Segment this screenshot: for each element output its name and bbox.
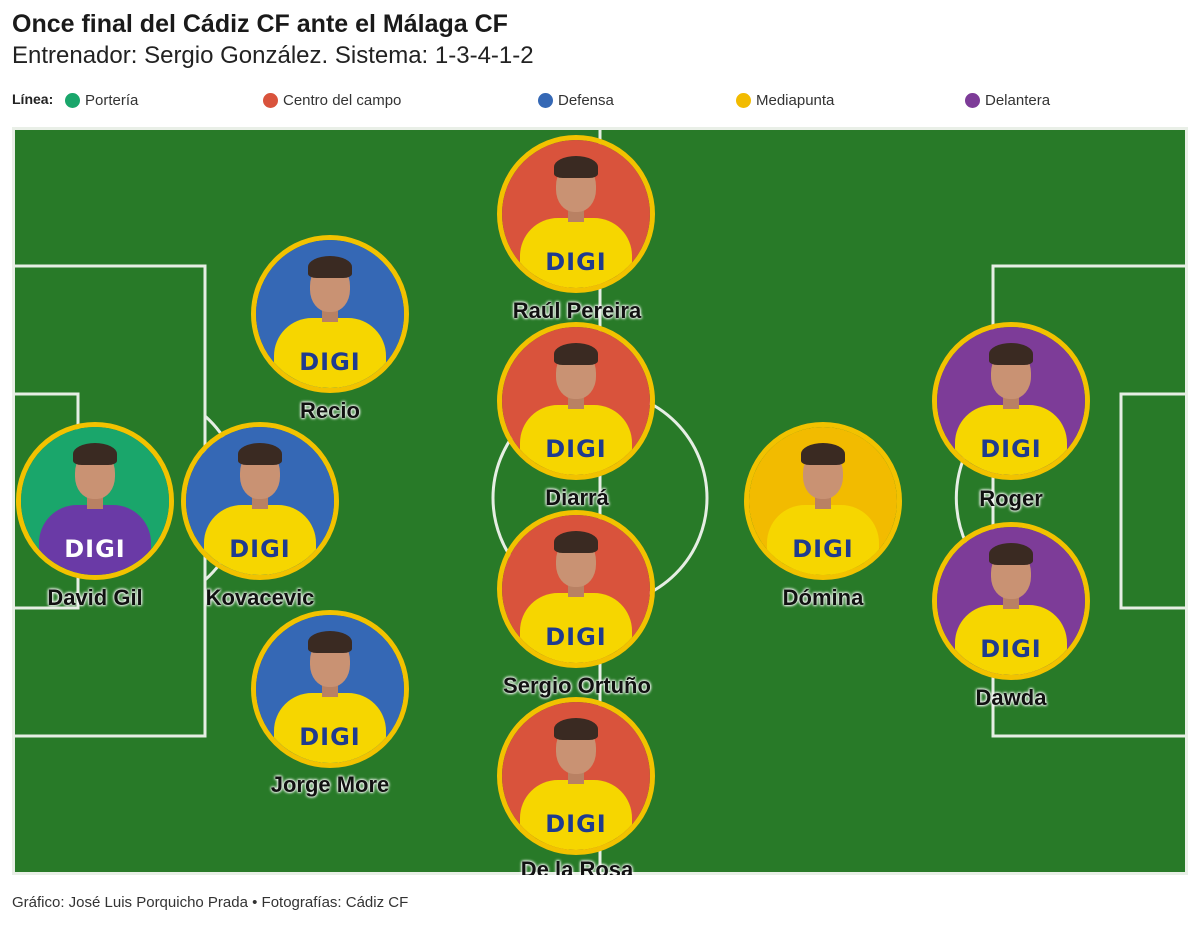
shirt-sponsor: DIGI <box>545 435 607 463</box>
legend-item-label: Centro del campo <box>283 91 402 109</box>
shirt-sponsor: DIGI <box>980 435 1042 463</box>
legend-item-label: Portería <box>85 91 139 109</box>
player-photo-kovacevic: DIGI <box>181 422 339 580</box>
legend-dot-delantera <box>965 92 980 108</box>
player-name-de-la-rosa: De la Rosa <box>520 857 634 875</box>
legend-item-label: Mediapunta <box>756 91 835 109</box>
legend-dot-mediapunta <box>736 92 751 108</box>
shirt-sponsor: DIGI <box>545 248 607 276</box>
shirt-sponsor: DIGI <box>545 623 607 651</box>
legend-item-defensa: Defensa <box>538 90 614 110</box>
jersey-icon <box>274 318 386 388</box>
shirt-sponsor: DIGI <box>299 348 361 376</box>
legend-dot-defensa <box>538 92 553 108</box>
jersey-icon <box>274 693 386 763</box>
shirt-sponsor: DIGI <box>64 535 126 563</box>
player-photo-david-gil: DIGI <box>16 422 174 580</box>
player-name-domina: Dómina <box>782 585 864 610</box>
player-name-recio: Recio <box>300 398 360 423</box>
jersey-icon <box>520 780 632 850</box>
jersey-icon <box>39 505 151 575</box>
player-name-kovacevic: Kovacevic <box>205 585 315 610</box>
legend-item-label: Delantera <box>985 91 1051 109</box>
player-photo-raul-pereira: DIGI <box>497 135 655 293</box>
legend-item-delantera: Delantera <box>965 90 1050 110</box>
player-photo-de-la-rosa: DIGI <box>497 697 655 855</box>
jersey-icon <box>520 593 632 663</box>
player-photo-roger: DIGI <box>932 322 1090 480</box>
player-photo-dawda: DIGI <box>932 522 1090 680</box>
legend-item-porteria: Portería <box>65 90 138 110</box>
jersey-icon <box>204 505 316 575</box>
legend-item-centro-del-campo: Centro del campo <box>263 90 401 110</box>
player-name-roger: Roger <box>979 486 1043 511</box>
player-name-david-gil: David Gil <box>47 585 143 610</box>
jersey-icon <box>520 218 632 288</box>
player-name-diarra: Diarrá <box>545 485 609 510</box>
shirt-sponsor: DIGI <box>792 535 854 563</box>
legend-item-mediapunta: Mediapunta <box>736 90 834 110</box>
shirt-sponsor: DIGI <box>299 723 361 751</box>
jersey-icon <box>955 605 1067 675</box>
legend-item-label: Defensa <box>558 91 614 109</box>
player-name-sergio-ortuno: Sergio Ortuño <box>503 673 651 698</box>
legend-dot-centro-del-campo <box>263 92 278 108</box>
legend: Línea: Portería Centro del campo Defensa… <box>12 90 1192 112</box>
player-photo-sergio-ortuno: DIGI <box>497 510 655 668</box>
player-name-jorge-more: Jorge More <box>270 772 390 797</box>
player-photo-jorge-more: DIGI <box>251 610 409 768</box>
shirt-sponsor: DIGI <box>980 635 1042 663</box>
page-subtitle: Entrenador: Sergio González. Sistema: 1-… <box>12 42 534 69</box>
legend-dot-porteria <box>65 92 80 108</box>
jersey-icon <box>955 405 1067 475</box>
page-title: Once final del Cádiz CF ante el Málaga C… <box>12 10 508 38</box>
player-name-dawda: Dawda <box>975 685 1047 710</box>
player-photo-diarra: DIGI <box>497 322 655 480</box>
player-photo-recio: DIGI <box>251 235 409 393</box>
credits-footer: Gráfico: José Luis Porquicho Prada • Fot… <box>12 894 409 911</box>
jersey-icon <box>520 405 632 475</box>
legend-label: Línea: <box>12 91 54 107</box>
shirt-sponsor: DIGI <box>229 535 291 563</box>
player-name-raul-pereira: Raúl Pereira <box>512 298 642 323</box>
player-photo-domina: DIGI <box>744 422 902 580</box>
jersey-icon <box>767 505 879 575</box>
shirt-sponsor: DIGI <box>545 810 607 838</box>
